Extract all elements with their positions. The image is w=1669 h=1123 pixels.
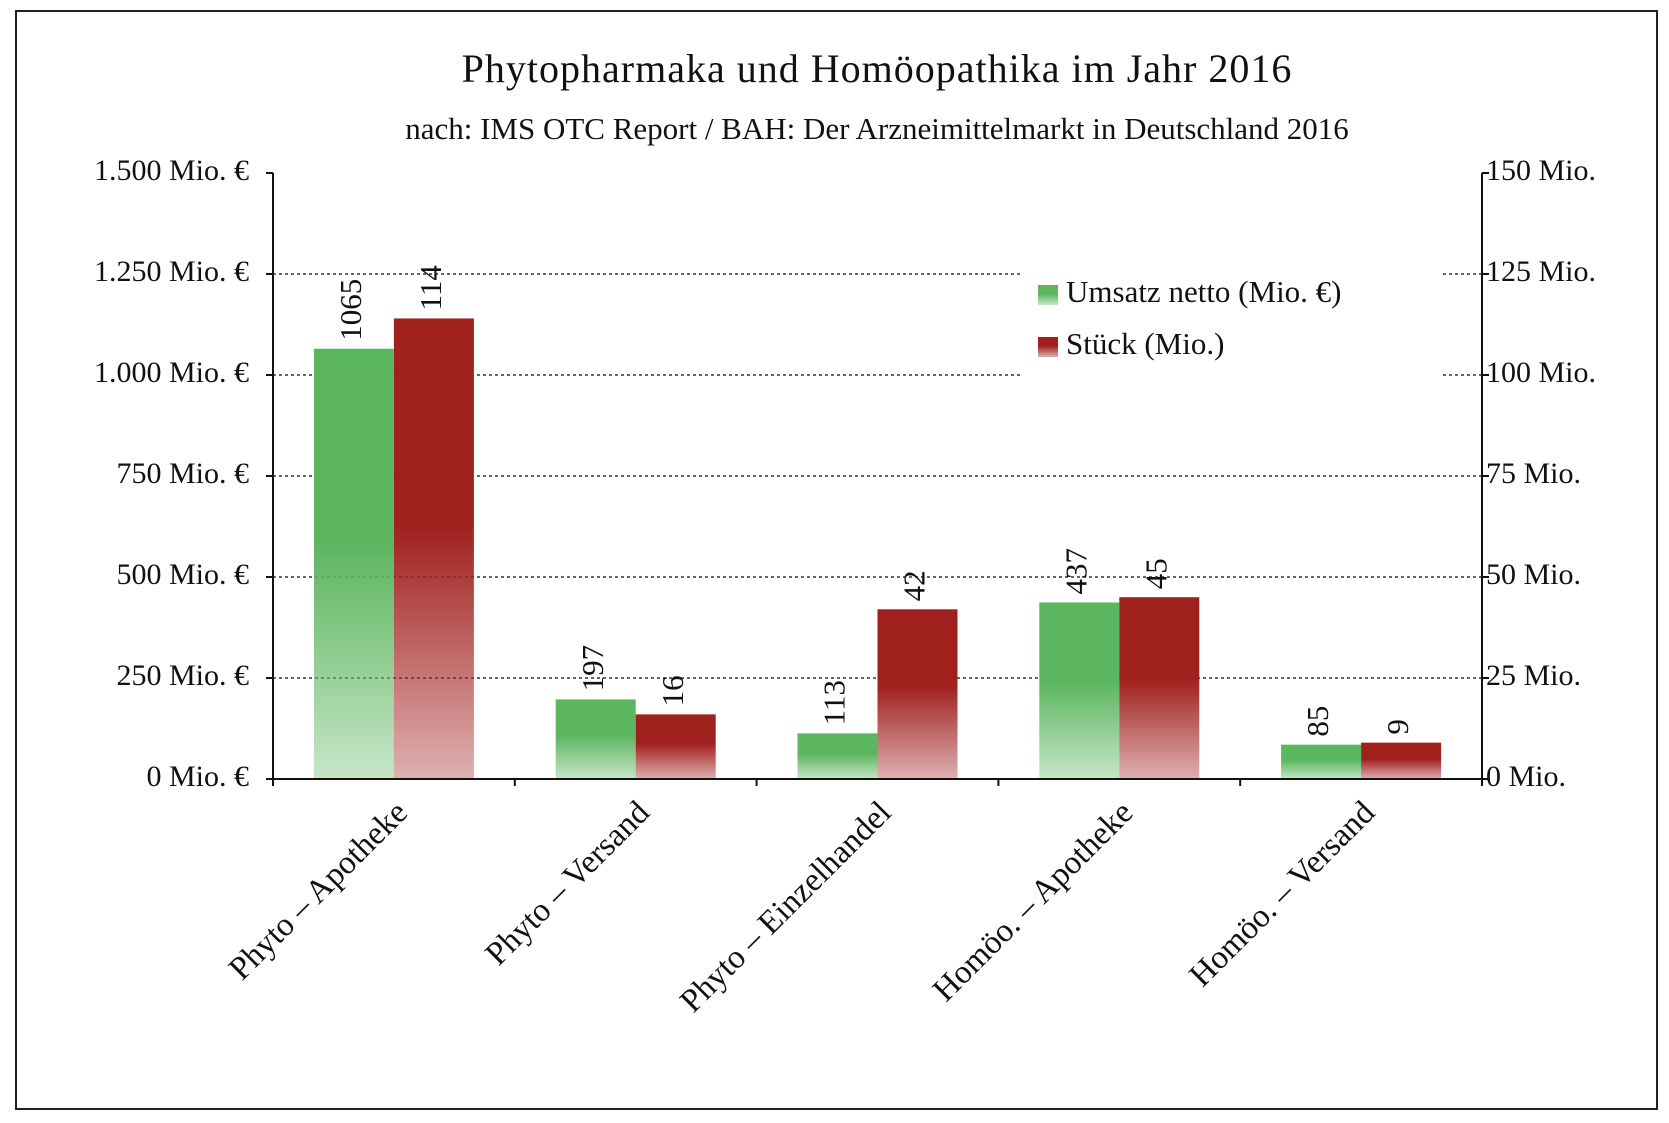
bar xyxy=(1281,744,1362,779)
y2-tick-label: 0 Mio. xyxy=(1486,760,1566,793)
data-label: 42 xyxy=(897,570,932,601)
data-label: 1065 xyxy=(333,279,368,341)
legend-background xyxy=(1020,262,1440,382)
bar xyxy=(393,318,474,779)
y2-tick-label: 50 Mio. xyxy=(1486,558,1581,591)
chart-title: Phytopharmaka und Homöopathika im Jahr 2… xyxy=(462,46,1293,91)
y-tick-label: 1.500 Mio. € xyxy=(94,154,249,187)
y-tick-label: 500 Mio. € xyxy=(116,558,249,591)
data-label: 9 xyxy=(1380,719,1415,735)
bar xyxy=(313,348,394,779)
legend-label: Umsatz netto (Mio. €) xyxy=(1066,274,1342,309)
data-label: 45 xyxy=(1138,558,1173,589)
bar xyxy=(797,733,878,779)
legend-swatch xyxy=(1038,285,1058,305)
y-tick-label: 1.000 Mio. € xyxy=(94,356,249,389)
legend-label: Stück (Mio.) xyxy=(1066,326,1224,361)
chart-subtitle: nach: IMS OTC Report / BAH: Der Arzneimi… xyxy=(405,111,1349,146)
data-label: 197 xyxy=(575,645,610,692)
data-label: 16 xyxy=(655,675,690,706)
y-tick-label: 1.250 Mio. € xyxy=(94,255,249,288)
y2-tick-label: 75 Mio. xyxy=(1486,457,1581,490)
y2-tick-label: 125 Mio. xyxy=(1486,255,1596,288)
legend-swatch xyxy=(1038,337,1058,357)
y2-tick-label: 150 Mio. xyxy=(1486,154,1596,187)
data-label: 85 xyxy=(1300,706,1335,737)
bar xyxy=(877,609,958,779)
bar xyxy=(1039,602,1120,779)
y2-tick-label: 100 Mio. xyxy=(1486,356,1596,389)
bar xyxy=(1119,597,1200,779)
bar xyxy=(555,699,636,779)
data-label: 113 xyxy=(817,680,852,725)
y2-tick-label: 25 Mio. xyxy=(1486,659,1581,692)
bar xyxy=(1361,742,1442,779)
bar xyxy=(635,714,716,779)
data-label: 437 xyxy=(1058,548,1093,595)
y-tick-label: 750 Mio. € xyxy=(116,457,249,490)
y-tick-label: 250 Mio. € xyxy=(116,659,249,692)
y-tick-label: 0 Mio. € xyxy=(146,760,249,793)
frame xyxy=(15,10,1658,1110)
data-label: 114 xyxy=(413,265,448,311)
